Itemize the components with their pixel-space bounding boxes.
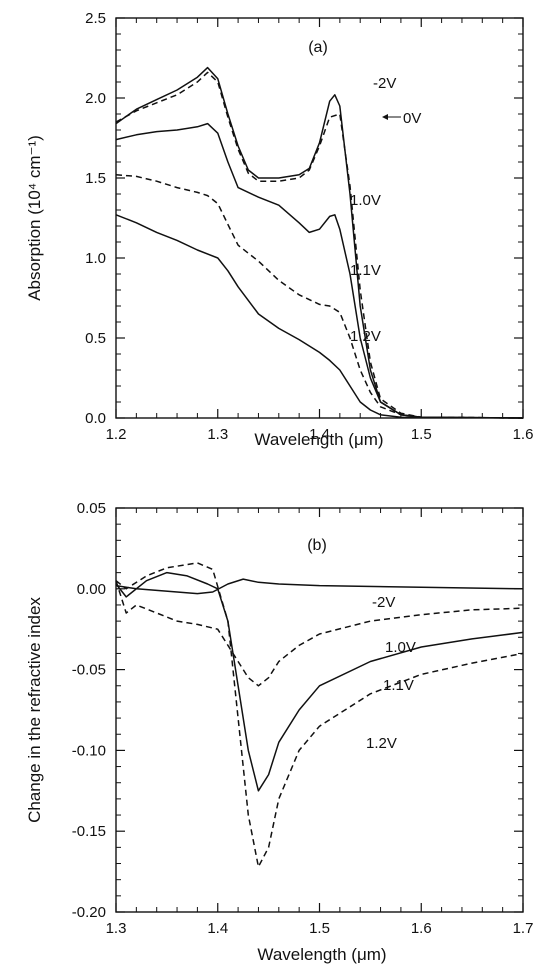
panel-b-annotation--2v: -2V: [372, 594, 395, 611]
panel-b-annotation-1.0v: 1.0V: [385, 639, 416, 656]
panel-a-ticks: 1.2 1.3 1.4 1.5 1.6 0.0 0.5 1.0 1.5 2.0 2.5: [85, 10, 533, 443]
panel-a-x-tick-label: 1.3: [207, 426, 228, 443]
panel-a-x-tick-label: 1.5: [411, 426, 432, 443]
panel-a-annotation-1.1v: 1.1V: [350, 262, 381, 279]
panel-b-x-tick-label: 1.5: [309, 920, 330, 937]
panel-b-x-tick-label: 1.7: [513, 920, 534, 937]
panel-a-x-tick-label: 1.6: [513, 426, 534, 443]
panel-a-ylabel: Absorption (10⁴ cm⁻¹): [25, 135, 44, 301]
panel-b-label: (b): [307, 537, 327, 554]
panel-b-y-tick-label: -0.20: [72, 904, 106, 921]
panel-a-label: (a): [308, 39, 328, 56]
panel-b: 1.3 1.4 1.5 1.6 1.7 0.05 0.00 -0.05 -0.10 -0.15 -0…: [25, 500, 533, 964]
panel-a-series--2v: [115, 66, 524, 419]
panel-a-series-1.1v: [115, 174, 524, 419]
panel-a-annotation--2v: -2V: [373, 75, 396, 92]
panel-b-ticks: 1.3 1.4 1.5 1.6 1.7 0.05 0.00 -0.05 -0.10 -0.15 -0…: [72, 500, 534, 937]
panel-b-ylabel: Change in the refractive index: [25, 597, 44, 823]
panel-b-annotation-1.2v: 1.2V: [366, 735, 397, 752]
panel-b-x-tick-label: 1.3: [106, 920, 127, 937]
panel-b-x-tick-label: 1.4: [207, 920, 228, 937]
panel-b-series-1.0v: [115, 580, 524, 687]
panel-b-y-tick-label: 0.05: [77, 500, 106, 517]
panel-a-y-tick-label: 0.0: [85, 410, 106, 427]
panel-a-series: [115, 66, 524, 419]
panel-a-0v-arrowhead: [382, 114, 388, 120]
panel-a-y-tick-label: 2.5: [85, 10, 106, 27]
panel-a-y-tick-label: 1.5: [85, 170, 106, 187]
panel-a-x-tick-label: 1.4: [309, 426, 330, 443]
panel-a: 1.2 1.3 1.4 1.5 1.6 0.0 0.5 1.0 1.5 2.0 2.5 (a) Wa…: [25, 10, 533, 449]
panel-a-y-tick-label: 2.0: [85, 90, 106, 107]
panel-b-y-tick-label: -0.05: [72, 662, 106, 679]
panel-a-series-0v: [115, 71, 524, 419]
panel-b-x-tick-label: 1.6: [411, 920, 432, 937]
panel-b-y-tick-label: -0.10: [72, 742, 106, 759]
panel-a-x-tick-label: 1.2: [106, 426, 127, 443]
panel-b-series-1.1v: [115, 571, 524, 792]
panel-b-frame: [115, 507, 524, 913]
panel-b-y-tick-label: 0.00: [77, 581, 106, 598]
panel-a-y-tick-label: 0.5: [85, 330, 106, 347]
panel-b-annotation-1.1v: 1.1V: [383, 677, 414, 694]
panel-a-y-tick-label: 1.0: [85, 250, 106, 267]
panel-a-series-1.2v: [115, 214, 524, 419]
panel-a-series-1.0v: [115, 122, 524, 419]
panel-a-frame: [115, 17, 524, 419]
panel-b-series: [115, 562, 524, 868]
panel-b-xlabel: Wavelength (μm): [257, 945, 386, 964]
panel-b-series--2v: [115, 578, 524, 595]
panel-a-annotation-1.0v: 1.0V: [350, 192, 381, 209]
panel-b-y-tick-label: -0.15: [72, 823, 106, 840]
panel-a-annotation-0v: 0V: [403, 110, 421, 127]
panel-b-series-1.2v: [115, 562, 524, 868]
panel-a-xlabel: Wavelength (μm): [254, 430, 383, 449]
panel-a-annotation-1.2v: 1.2V: [350, 328, 381, 345]
